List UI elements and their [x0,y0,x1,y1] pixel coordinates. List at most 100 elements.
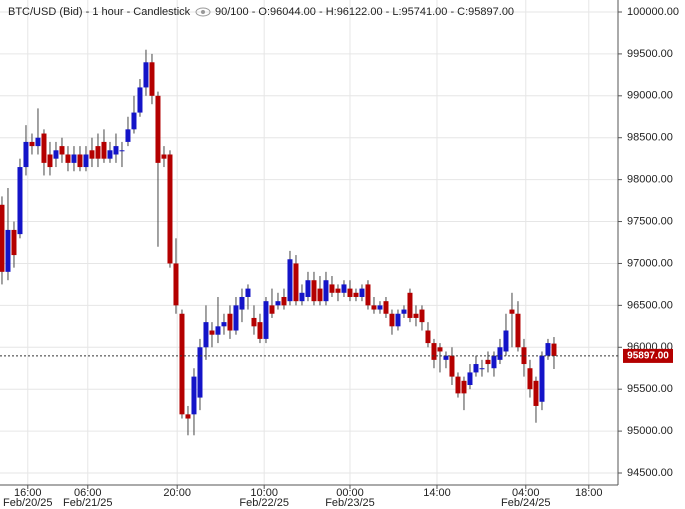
candle-body [143,62,149,88]
candle-body [317,288,323,302]
candle-body [515,313,521,348]
candle-body [95,146,101,159]
candle-body [239,296,245,310]
ohlc-info: 90/100 - O:96044.00 - H:96122.00 - L:957… [215,6,514,18]
candle-body [35,137,41,147]
candle-body [167,154,173,264]
y-tick-label: 97500.00 [627,215,673,227]
candle-body [23,141,29,168]
candle-body [197,347,203,398]
candle-body [233,305,239,331]
candle-body [5,229,11,272]
x-tick-label: 06:00 [74,487,102,499]
candle-body [551,343,557,356]
candle-body [491,355,497,369]
x-tick-label: 04:00 [512,487,540,499]
last-price-box [623,348,673,363]
candle-body [455,376,461,394]
candle-body [467,372,473,385]
candle-body [293,263,299,302]
candle-body [131,112,137,130]
candle-body [377,305,383,310]
x-tick-label: 16:00 [14,487,42,499]
candle-body [275,301,281,306]
y-tick-label: 96500.00 [627,299,673,311]
candle-body [257,322,263,339]
candle-body [449,355,455,377]
x-tick-date: Feb/24/25 [501,497,551,509]
y-tick-label: 100000.00 [627,6,679,18]
candle-body [113,146,119,155]
candle-body [185,414,191,419]
candle-body [389,313,395,327]
x-tick-label: 00:00 [336,487,364,499]
y-tick-label: 98000.00 [627,174,673,186]
candle-body [59,146,65,155]
candle-body [365,284,371,306]
grid [0,0,618,485]
candle-body [251,317,257,327]
candle-body [71,154,77,163]
candle-body [161,154,167,159]
candle-body [473,364,479,373]
candle-body [503,330,509,352]
candle-body [437,347,443,352]
candle-body [83,154,89,168]
x-tick-date: Feb/21/25 [63,497,113,509]
y-tick-label: 95000.00 [627,425,673,437]
candle-body [311,280,317,302]
candle-body [359,288,365,297]
candle-body [125,129,131,142]
candle-body [101,141,107,159]
x-tick-label: 14:00 [423,487,451,499]
y-tick-label: 99500.00 [627,48,673,60]
candles [0,49,557,436]
candle-body [119,150,125,152]
candle-body [353,292,359,297]
candle-body [485,359,491,365]
candle-body [521,347,527,365]
candle-body [47,154,53,168]
candle-body [479,368,485,370]
candle-body [221,322,227,327]
candle-body [173,263,179,306]
candle-body [329,284,335,293]
candle-body [443,355,449,360]
candle-body [287,259,293,302]
candle-body [11,229,17,256]
candle-body [407,292,413,318]
y-tick-label: 94500.00 [627,467,673,479]
candle-body [29,141,35,147]
x-tick-label: 18:00 [575,487,603,499]
candle-body [539,355,545,402]
candle-body [107,150,113,159]
eye-icon [195,7,211,17]
candle-body [395,313,401,327]
candle-body [533,380,539,406]
x-tick-label: 10:00 [250,487,278,499]
candle-body [527,368,533,390]
candle-body [41,133,47,163]
last-price-label: 95897.00 [627,351,669,362]
x-tick-label: 20:00 [163,487,191,499]
candle-body [425,330,431,344]
y-tick-label: 99000.00 [627,90,673,102]
candle-body [137,87,143,113]
candle-body [545,343,551,356]
candle-body [383,301,389,314]
x-tick-date: Feb/22/25 [239,497,289,509]
y-tick-label: 95500.00 [627,383,673,395]
x-tick-date: Feb/20/25 [3,497,53,509]
candle-body [53,150,59,159]
candle-body [419,309,425,323]
candle-body [203,322,209,348]
candle-body [17,167,23,235]
candle-body [263,301,269,339]
candle-body [371,305,377,310]
candle-body [89,150,95,159]
candle-body [77,154,83,168]
candle-body [191,376,197,415]
